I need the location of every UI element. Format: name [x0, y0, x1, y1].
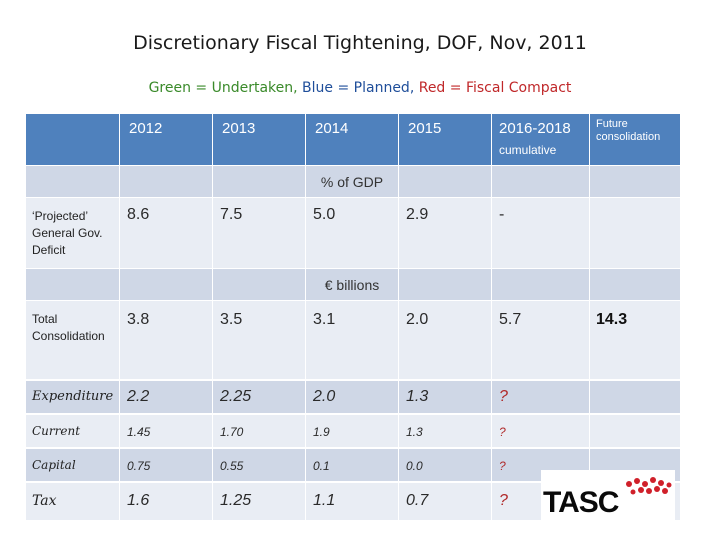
legend-green: Green = Undertaken, [148, 80, 298, 96]
cap-2012: 0.75 [120, 449, 212, 481]
row-tax-label: Tax [26, 483, 119, 520]
band-blank-6 [590, 166, 680, 197]
deficit-2015: 2.9 [399, 198, 491, 268]
band-blank-3 [213, 166, 305, 197]
legend-red: Red = Fiscal Compact [418, 80, 572, 96]
exp-2013: 2.25 [213, 381, 305, 413]
row-capital-label: Capital [26, 449, 119, 481]
row-total-label: Total Consolidation [26, 301, 119, 379]
header-blank [26, 114, 119, 165]
exp-2016: ? [492, 381, 589, 413]
tax-2014: 1.1 [306, 483, 398, 520]
tax-2013: 1.25 [213, 483, 305, 520]
deficit-2014: 5.0 [306, 198, 398, 268]
cur-2012: 1.45 [120, 415, 212, 447]
legend-blue: Blue = Planned, [302, 80, 415, 96]
band-blank-2 [120, 166, 212, 197]
band2-blank-2 [120, 269, 212, 300]
band2-blank-4 [399, 269, 491, 300]
exp-2014: 2.0 [306, 381, 398, 413]
deficit-2013: 7.5 [213, 198, 305, 268]
tax-2012: 1.6 [120, 483, 212, 520]
total-2013: 3.5 [213, 301, 305, 379]
row-deficit-label: ‘Projected’ General Gov. Deficit [26, 198, 119, 268]
band-blank-5 [492, 166, 589, 197]
deficit-future [590, 198, 680, 268]
total-2014: 3.1 [306, 301, 398, 379]
col-2014: 2014 [306, 114, 398, 165]
color-legend: Green = Undertaken, Blue = Planned, Red … [0, 80, 720, 96]
col-2016-2018: 2016-2018 cumulative [492, 114, 589, 165]
col-2016-sub: cumulative [499, 143, 557, 157]
total-2012: 3.8 [120, 301, 212, 379]
cur-2014: 1.9 [306, 415, 398, 447]
cur-2015: 1.3 [399, 415, 491, 447]
slide-title: Discretionary Fiscal Tightening, DOF, No… [133, 32, 587, 54]
exp-future [590, 381, 680, 413]
band-blank-1 [26, 166, 119, 197]
col-2016-label: 2016-2018 [499, 120, 571, 137]
band-blank-4 [399, 166, 491, 197]
tax-2015: 0.7 [399, 483, 491, 520]
cur-future [590, 415, 680, 447]
tasc-logo: TASC [541, 470, 675, 520]
total-future: 14.3 [590, 301, 680, 379]
cur-2013: 1.70 [213, 415, 305, 447]
band-eur: € billions [306, 269, 398, 300]
row-expenditure-label: Expenditure [26, 381, 119, 413]
tasc-logo-graphic: TASC [541, 470, 675, 520]
row-current-label: Current [26, 415, 119, 447]
band2-blank-3 [213, 269, 305, 300]
cap-2013: 0.55 [213, 449, 305, 481]
band2-blank-1 [26, 269, 119, 300]
exp-2015: 1.3 [399, 381, 491, 413]
col-2013: 2013 [213, 114, 305, 165]
band2-blank-5 [492, 269, 589, 300]
logo-text: TASC [543, 486, 619, 519]
band-gdp: % of GDP [306, 166, 398, 197]
cap-2014: 0.1 [306, 449, 398, 481]
total-2015: 2.0 [399, 301, 491, 379]
cur-2016: ? [492, 415, 589, 447]
deficit-2012: 8.6 [120, 198, 212, 268]
col-2015: 2015 [399, 114, 491, 165]
cap-2015: 0.0 [399, 449, 491, 481]
deficit-2016: - [492, 198, 589, 268]
band2-blank-6 [590, 269, 680, 300]
total-2016: 5.7 [492, 301, 589, 379]
col-2012: 2012 [120, 114, 212, 165]
exp-2012: 2.2 [120, 381, 212, 413]
col-future: Future consolidation [590, 114, 680, 165]
